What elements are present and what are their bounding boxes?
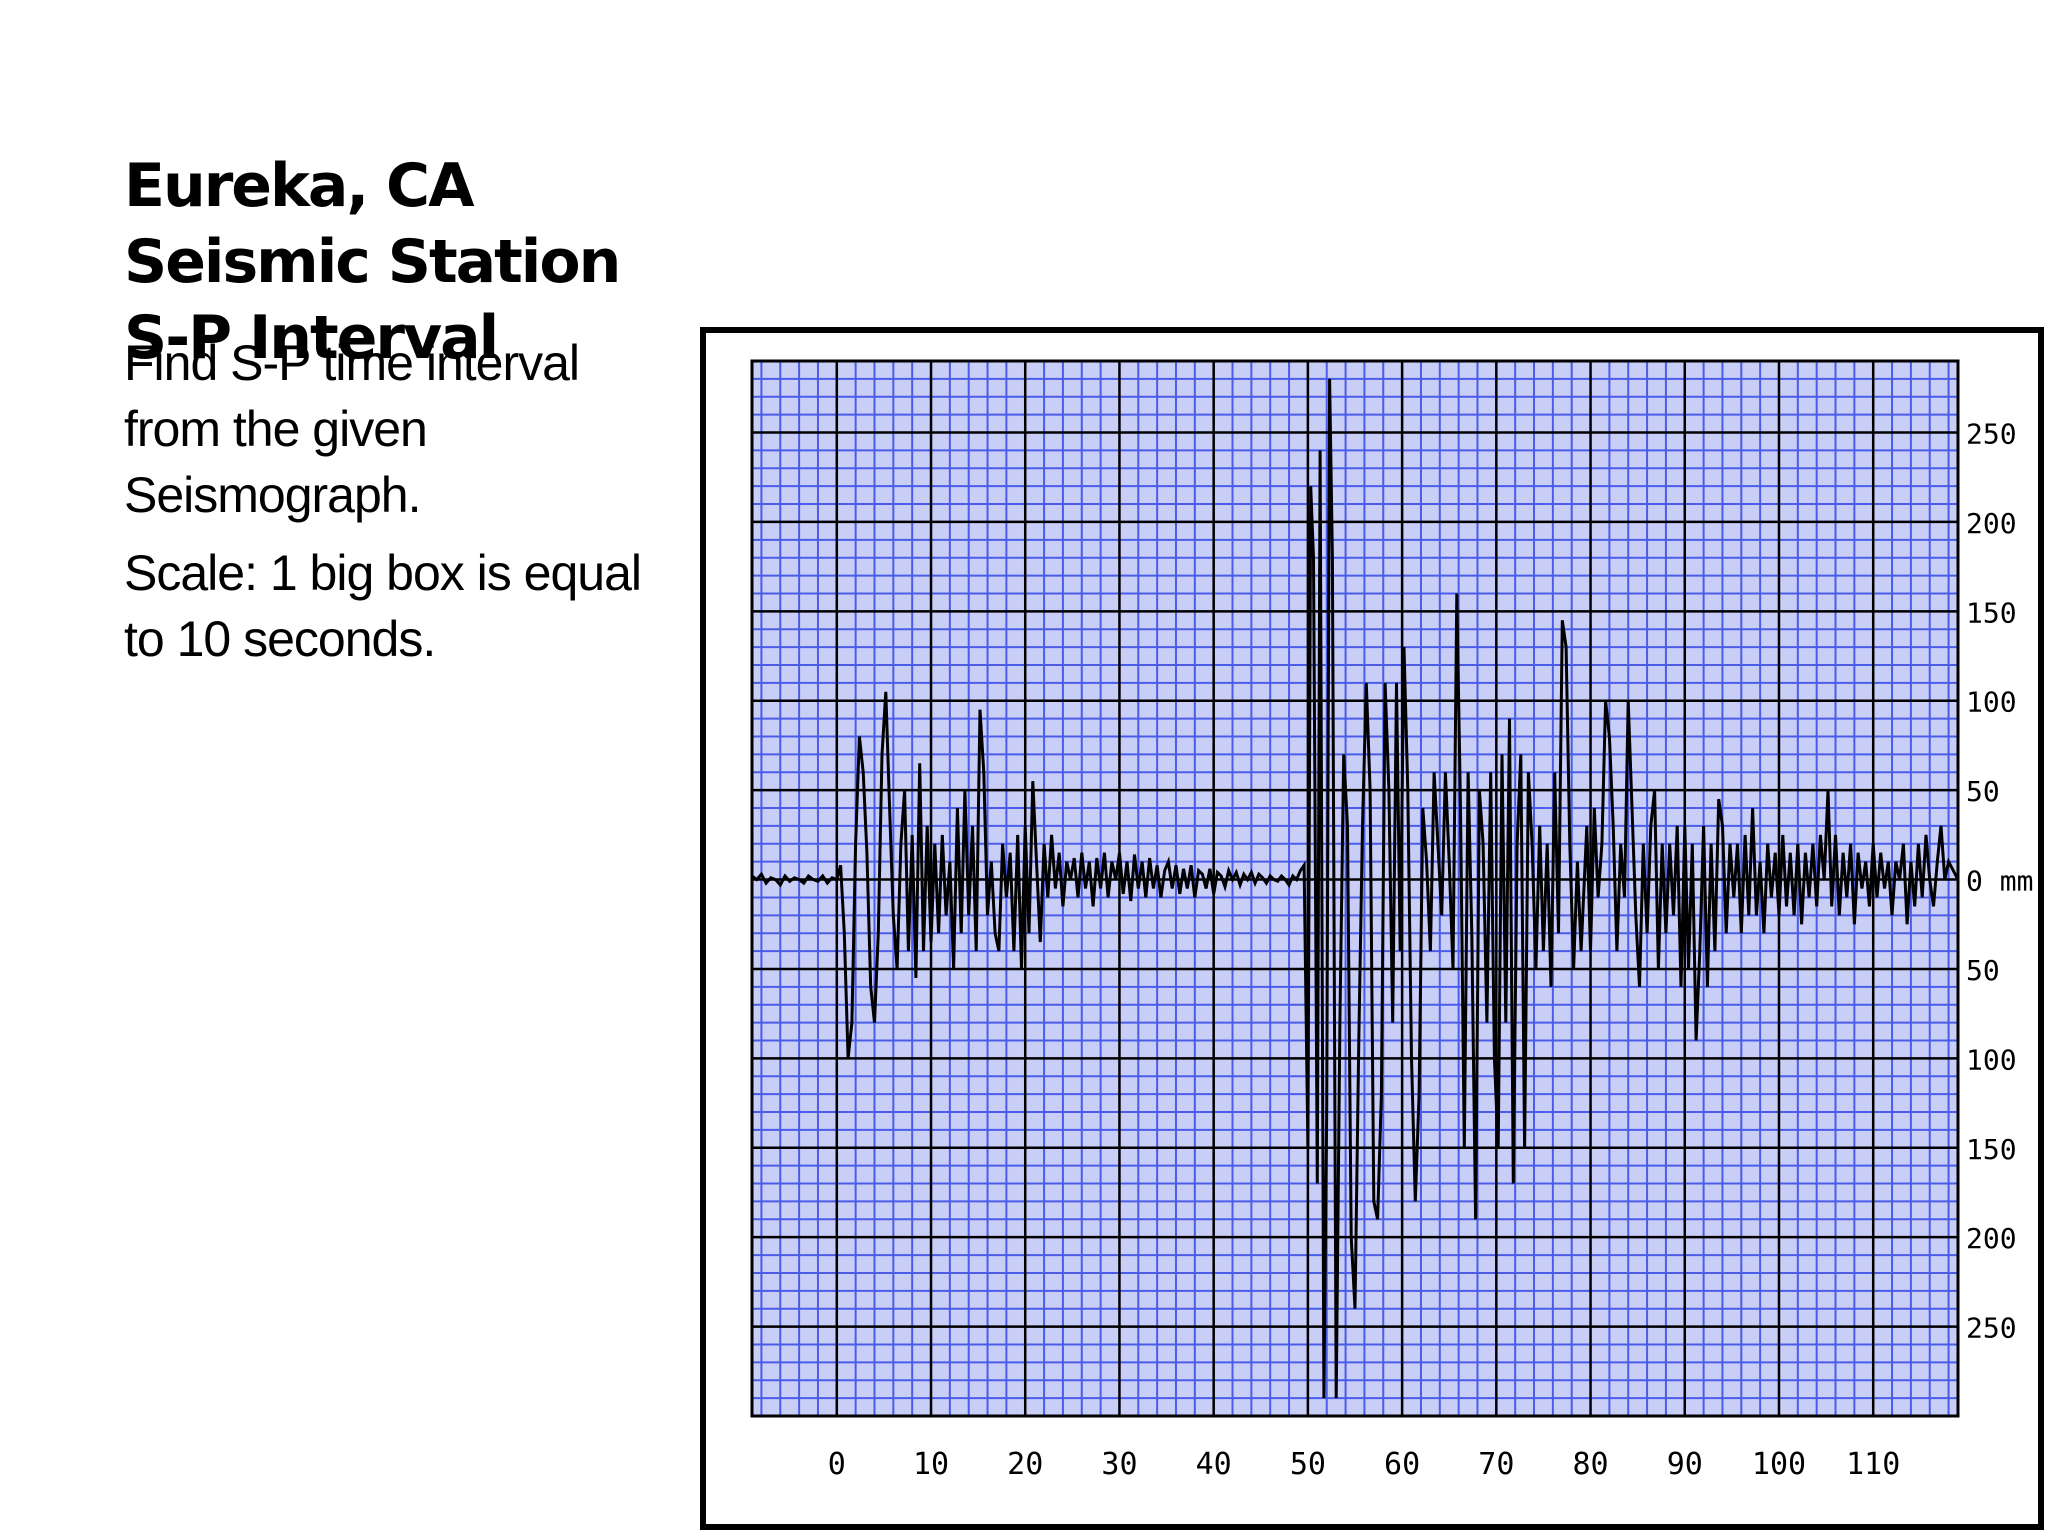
minor-grid [752, 360, 1958, 1417]
y-tick-labels: 250 200 150 100 50 0 mm 50 100 150 200 250 [1966, 418, 2033, 1345]
major-grid [752, 361, 1958, 1416]
y-tick-label: 50 [1966, 775, 2000, 808]
y-tick-label: 100 [1966, 1043, 2017, 1076]
x-tick-label: 90 [1667, 1447, 1703, 1482]
x-tick-label: 100 [1752, 1447, 1806, 1482]
y-tick-label: 250 [1966, 418, 2017, 451]
seismic-trace [751, 378, 1960, 1399]
x-tick-label: 50 [1290, 1447, 1326, 1482]
y-tick-label: 200 [1966, 507, 2017, 540]
slide-title: Eureka, CA Seismic Station S-P Interval [124, 151, 621, 373]
x-tick-labels: 0 10 20 30 40 50 60 70 80 90 100 110 [828, 1447, 1901, 1482]
x-tick-label: 0 [828, 1447, 846, 1482]
x-tick-label: 70 [1478, 1447, 1514, 1482]
y-tick-label: 0 mm [1966, 865, 2033, 898]
instructions-text: Find S-P time interval from the given Se… [124, 335, 580, 523]
y-tick-label: 150 [1966, 1133, 2017, 1166]
seismograph-chart: 0 10 20 30 40 50 60 70 80 90 100 110 250 200 150 100 50… [700, 327, 2044, 1530]
y-tick-label: 250 [1966, 1312, 2017, 1345]
slide-body: Find S-P time interval from the given Se… [124, 330, 684, 684]
y-tick-label: 150 [1966, 596, 2017, 629]
seismograph-svg: 0 10 20 30 40 50 60 70 80 90 100 110 250 200 150 100 50… [700, 327, 2044, 1530]
x-tick-label: 10 [913, 1447, 949, 1482]
x-tick-label: 80 [1572, 1447, 1608, 1482]
x-tick-label: 60 [1384, 1447, 1420, 1482]
x-tick-label: 110 [1846, 1447, 1900, 1482]
scale-note-text: Scale: 1 big box is equal to 10 seconds. [124, 545, 642, 667]
y-tick-label: 50 [1966, 954, 2000, 987]
x-tick-label: 30 [1101, 1447, 1137, 1482]
y-tick-label: 200 [1966, 1222, 2017, 1255]
y-tick-label: 100 [1966, 686, 2017, 719]
plot-border [750, 359, 1960, 1418]
x-tick-label: 20 [1007, 1447, 1043, 1482]
x-tick-label: 40 [1196, 1447, 1232, 1482]
